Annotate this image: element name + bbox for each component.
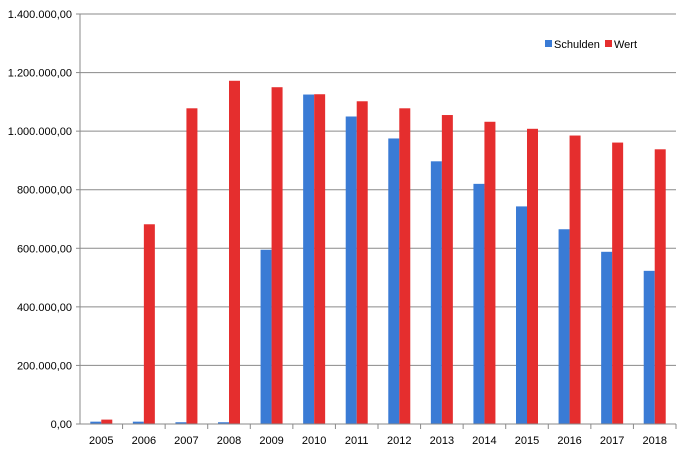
bar-schulden-2013 <box>430 161 442 425</box>
bar-schulden-2017 <box>601 251 613 424</box>
bar-schulden-2009 <box>260 249 272 424</box>
bar-schulden-2010 <box>303 94 315 425</box>
y-tick-label: 1.000.000,00 <box>8 126 72 138</box>
legend-label-wert: Wert <box>614 39 637 51</box>
bar-wert-2018 <box>654 149 666 425</box>
bar-wert-2009 <box>271 87 283 424</box>
x-tick-label: 2010 <box>302 435 326 447</box>
x-tick-label: 2005 <box>89 435 113 447</box>
bars <box>90 80 666 425</box>
legend-label-schulden: Schulden <box>554 39 600 51</box>
x-tick-label: 2014 <box>472 435 496 447</box>
axes <box>76 13 677 429</box>
bar-wert-2015 <box>527 128 538 425</box>
gridlines <box>80 13 676 366</box>
bar-schulden-2011 <box>345 116 357 424</box>
x-axis-tick-labels: 2005 2006 2007 2008 2009 2010 2011 2012 2013 2014… <box>89 435 667 447</box>
bar-schulden-2016 <box>558 229 570 424</box>
x-tick-label: 2016 <box>557 435 581 447</box>
y-tick-label: 800.000,00 <box>17 185 72 197</box>
bar-schulden-2006 <box>132 421 144 424</box>
y-tick-label: 1.400.000,00 <box>8 9 72 21</box>
bar-wert-2006 <box>143 224 155 424</box>
bar-wert-2014 <box>484 121 496 425</box>
bar-schulden-2015 <box>516 206 527 424</box>
bar-wert-2010 <box>314 94 326 424</box>
bar-schulden-2018 <box>643 270 655 424</box>
x-tick-label: 2017 <box>600 435 624 447</box>
y-tick-label: 0,00 <box>51 419 72 431</box>
y-tick-label: 1.200.000,00 <box>8 68 72 80</box>
legend-swatch-schulden <box>545 40 552 47</box>
bar-wert-2007 <box>186 108 198 425</box>
y-tick-label: 400.000,00 <box>17 302 72 314</box>
bar-schulden-2005 <box>90 421 102 424</box>
legend: Schulden Wert <box>545 39 637 51</box>
bar-wert-2013 <box>441 115 453 425</box>
x-tick-label: 2018 <box>642 435 666 447</box>
x-tick-label: 2012 <box>387 435 411 447</box>
x-tick-label: 2006 <box>132 435 156 447</box>
y-tick-label: 200.000,00 <box>17 360 72 372</box>
bar-schulden-2014 <box>473 183 485 424</box>
x-tick-label: 2011 <box>345 435 369 447</box>
x-tick-label: 2007 <box>174 435 198 447</box>
bar-schulden-2007 <box>175 422 187 424</box>
bar-schulden-2008 <box>218 422 229 424</box>
legend-swatch-wert <box>605 40 612 47</box>
bar-wert-2012 <box>399 108 411 425</box>
x-tick-label: 2009 <box>259 435 283 447</box>
bar-schulden-2012 <box>388 138 400 424</box>
x-tick-label: 2015 <box>515 435 539 447</box>
bar-wert-2016 <box>569 135 581 425</box>
bar-wert-2008 <box>229 80 240 425</box>
y-tick-label: 600.000,00 <box>17 243 72 255</box>
x-tick-label: 2008 <box>217 435 241 447</box>
bar-wert-2005 <box>101 419 113 424</box>
y-axis-tick-labels: 0,00 200.000,00 400.000,00 600.000,00 800.00… <box>8 9 72 431</box>
x-tick-label: 2013 <box>430 435 454 447</box>
bar-wert-2017 <box>612 142 624 425</box>
bar-wert-2011 <box>356 101 368 425</box>
